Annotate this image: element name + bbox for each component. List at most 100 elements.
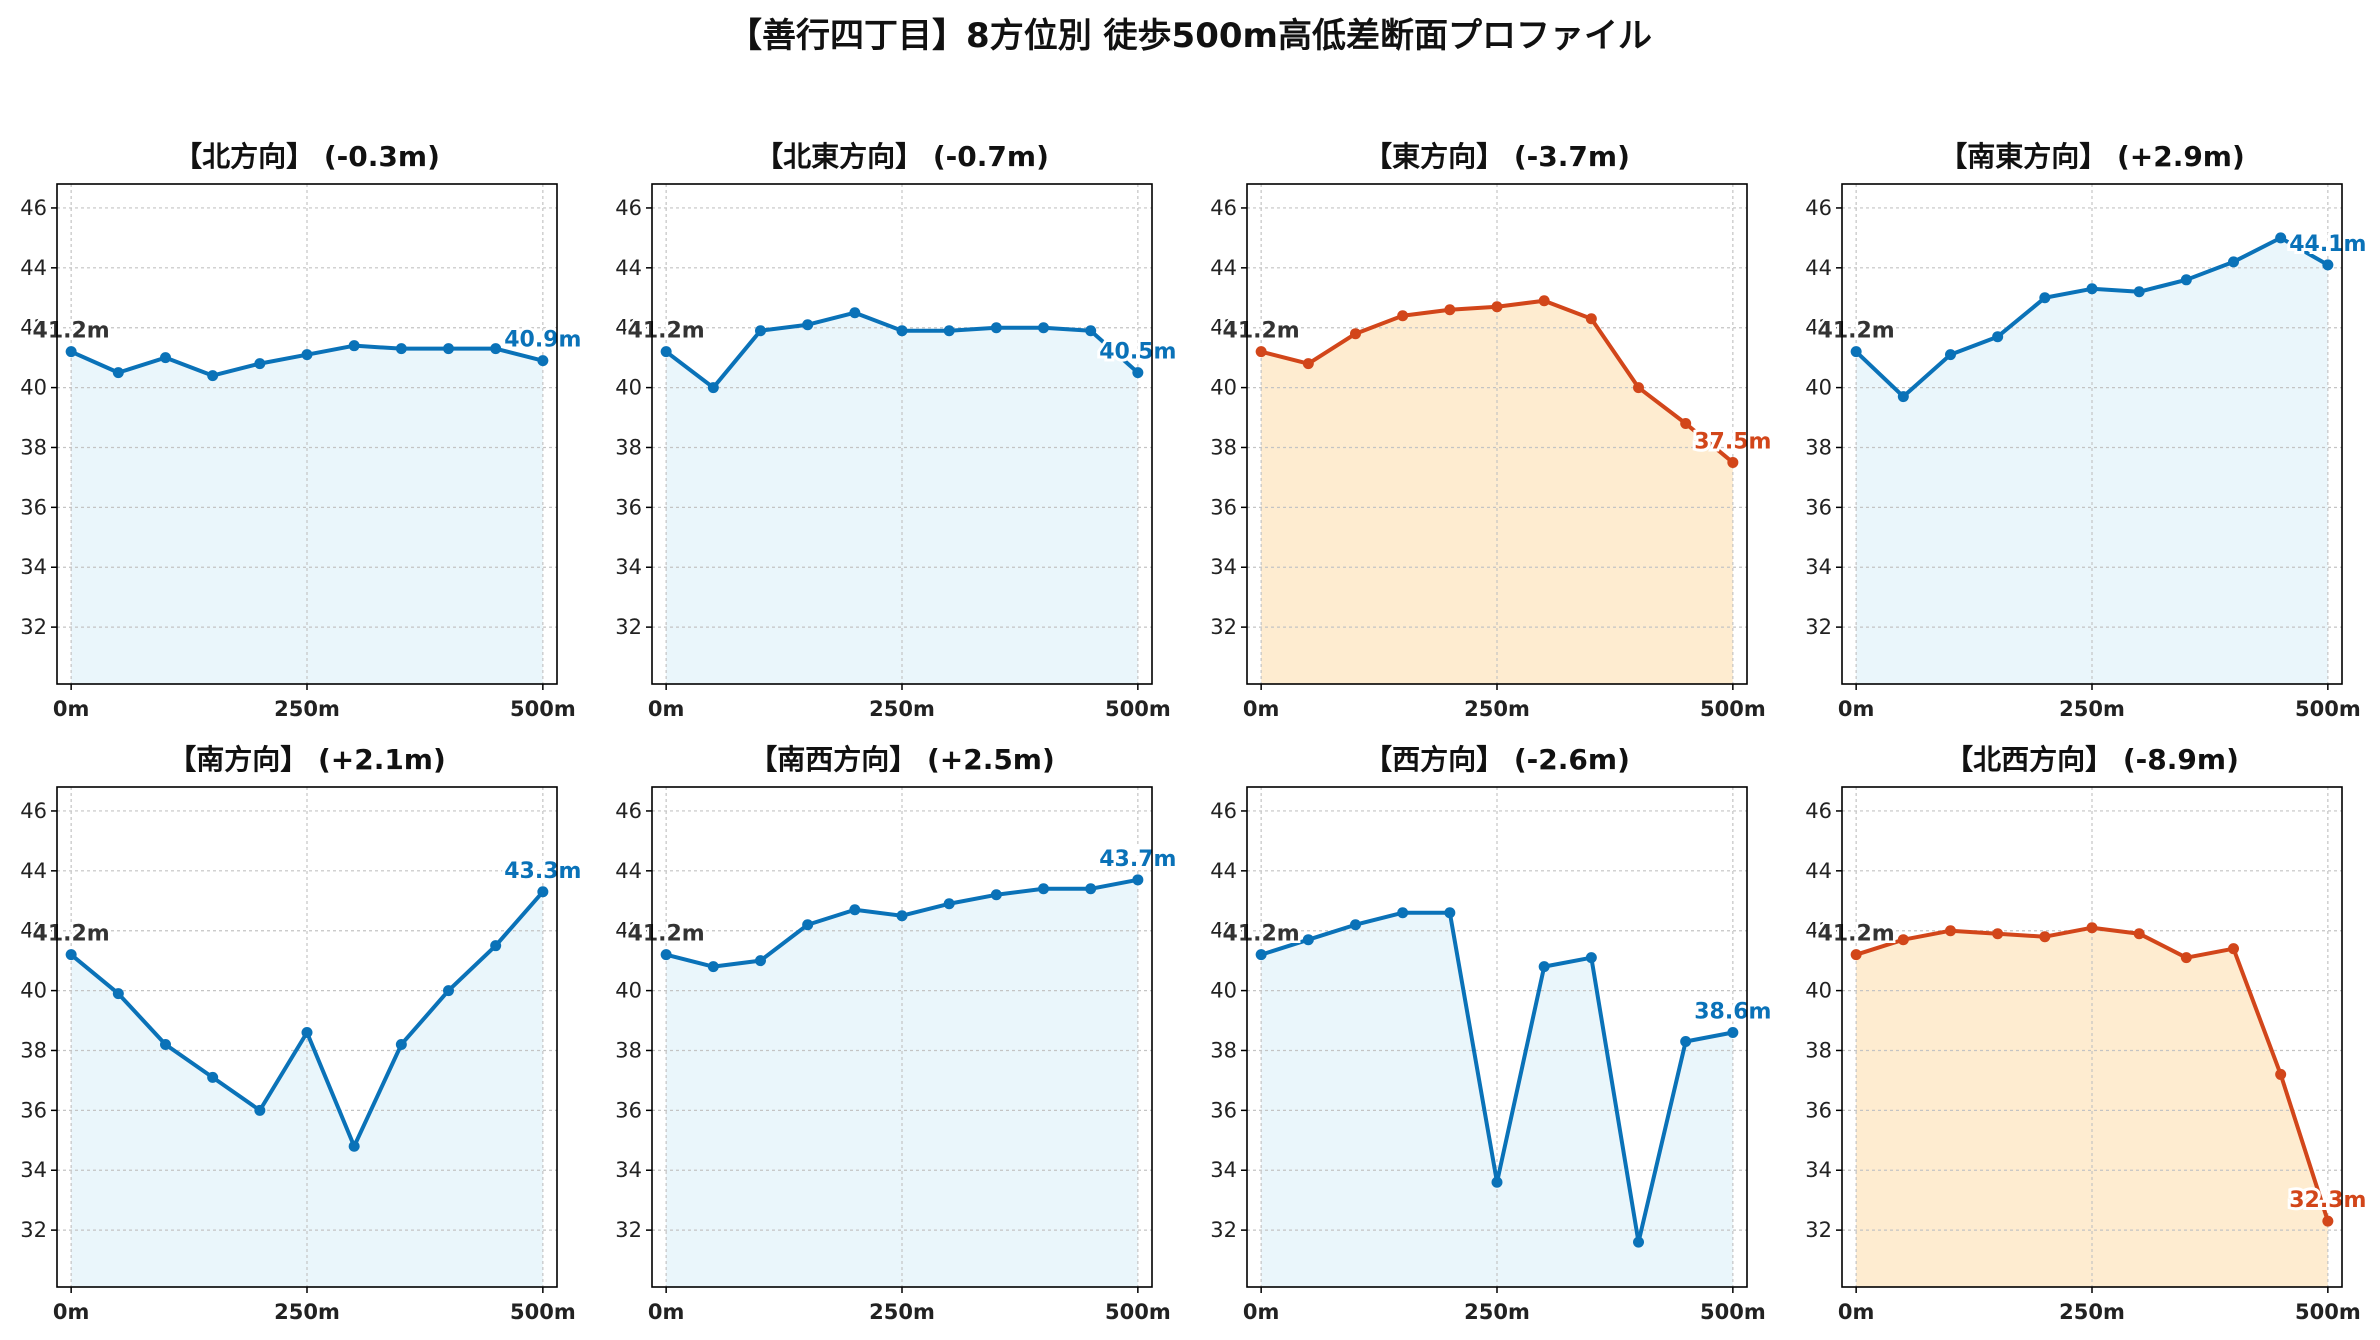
data-point [1038, 322, 1050, 334]
start-elevation-label: 41.2m [1223, 319, 1300, 344]
y-tick-label: 38 [1805, 1038, 1832, 1062]
chart-panel-6: 【南西方向】 (+2.5m) 32 34 36 38 40 42 44 46 0m 250m 500m… [615, 743, 1179, 1324]
y-tick-label: 42 [615, 919, 642, 943]
data-point [1538, 295, 1550, 307]
y-tick-label: 44 [1210, 256, 1237, 280]
data-point [2322, 1215, 2334, 1227]
data-point [896, 325, 908, 337]
y-tick-label: 34 [1805, 1158, 1832, 1182]
data-point [1132, 874, 1144, 886]
x-tick-label: 0m [53, 697, 90, 721]
y-tick-label: 38 [1210, 1038, 1237, 1062]
data-point [1444, 907, 1456, 919]
data-point [2086, 922, 2098, 934]
data-point [1349, 919, 1361, 931]
data-point [1397, 310, 1409, 322]
y-tick-label: 42 [1210, 316, 1237, 340]
y-tick-label: 42 [1805, 919, 1832, 943]
data-point [1680, 418, 1692, 430]
panel-title: 【南方向】 (+2.1m) [168, 743, 446, 776]
y-tick-label: 34 [615, 1158, 642, 1182]
data-point [1255, 949, 1267, 961]
data-point [754, 325, 766, 337]
panel-title: 【北方向】 (-0.3m) [174, 140, 440, 173]
y-tick-label: 32 [20, 1218, 47, 1242]
data-point [2275, 1068, 2287, 1080]
data-point [2133, 286, 2145, 298]
start-elevation-label: 41.2m [1818, 922, 1895, 947]
data-point [1085, 325, 1097, 337]
data-point [1302, 358, 1314, 370]
y-tick-label: 34 [1210, 1158, 1237, 1182]
data-point [1538, 961, 1550, 973]
data-point [1491, 301, 1503, 313]
x-tick-label: 0m [1838, 697, 1875, 721]
y-tick-label: 44 [1805, 859, 1832, 883]
chart-panel-8: 【北西方向】 (-8.9m) 32 34 36 38 40 42 44 46 0m 250m 500m… [1805, 743, 2369, 1324]
plot-frame [651, 183, 1153, 685]
y-tick-label: 36 [20, 1098, 47, 1122]
data-point [849, 904, 861, 916]
data-point [1850, 949, 1862, 961]
data-point [112, 367, 124, 379]
data-point [207, 370, 219, 382]
x-tick-label: 500m [1105, 1300, 1171, 1324]
data-point [112, 988, 124, 1000]
panel-title: 【東方向】 (-3.7m) [1364, 140, 1630, 173]
y-tick-label: 44 [1805, 256, 1832, 280]
y-tick-label: 32 [615, 1218, 642, 1242]
y-tick-label: 36 [615, 1098, 642, 1122]
data-point [159, 352, 171, 364]
end-elevation-label: 40.9m [504, 328, 581, 353]
end-elevation-label: 44.1m [2289, 232, 2366, 257]
y-tick-label: 34 [1805, 555, 1832, 579]
data-point [443, 985, 455, 997]
x-tick-label: 250m [2059, 1300, 2125, 1324]
y-tick-label: 36 [1210, 1098, 1237, 1122]
y-tick-label: 40 [615, 979, 642, 1003]
y-tick-label: 44 [20, 859, 47, 883]
data-point [943, 325, 955, 337]
plot-frame [1246, 183, 1748, 685]
data-point [1302, 934, 1314, 946]
data-point [707, 961, 719, 973]
y-tick-label: 46 [20, 196, 47, 220]
data-point [395, 343, 407, 355]
panel-title: 【北西方向】 (-8.9m) [1945, 743, 2239, 776]
data-point [490, 343, 502, 355]
y-tick-label: 40 [615, 376, 642, 400]
y-tick-label: 44 [615, 859, 642, 883]
y-tick-label: 38 [1210, 435, 1237, 459]
y-tick-label: 44 [615, 256, 642, 280]
data-point [1850, 346, 1862, 358]
data-point [348, 340, 360, 352]
y-tick-label: 40 [20, 376, 47, 400]
data-point [65, 346, 77, 358]
y-tick-label: 46 [20, 799, 47, 823]
plot-frame [1841, 786, 2343, 1288]
chart-panel-1: 【北方向】 (-0.3m) 32 34 36 38 40 42 44 46 0m 250m 500m 4… [20, 140, 584, 721]
y-tick-label: 46 [1210, 196, 1237, 220]
end-elevation-label: 32.3m [2289, 1188, 2366, 1213]
start-elevation-label: 41.2m [33, 319, 110, 344]
plot-frame [56, 786, 558, 1288]
y-tick-label: 36 [20, 495, 47, 519]
data-point [1944, 349, 1956, 361]
y-tick-label: 36 [1805, 495, 1832, 519]
y-tick-label: 46 [1805, 799, 1832, 823]
start-elevation-label: 41.2m [33, 922, 110, 947]
data-point [1944, 925, 1956, 937]
data-point [802, 319, 814, 331]
data-point [2086, 283, 2098, 295]
data-point [1585, 313, 1597, 325]
data-point [159, 1038, 171, 1050]
x-tick-label: 500m [1700, 697, 1766, 721]
data-point [1038, 883, 1050, 895]
data-point [1132, 367, 1144, 379]
chart-panel-7: 【西方向】 (-2.6m) 32 34 36 38 40 42 44 46 0m 250m 500m 4… [1210, 743, 1774, 1324]
data-point [1633, 382, 1645, 394]
x-tick-label: 0m [648, 1300, 685, 1324]
y-tick-label: 32 [1210, 1218, 1237, 1242]
data-point [1680, 1035, 1692, 1047]
